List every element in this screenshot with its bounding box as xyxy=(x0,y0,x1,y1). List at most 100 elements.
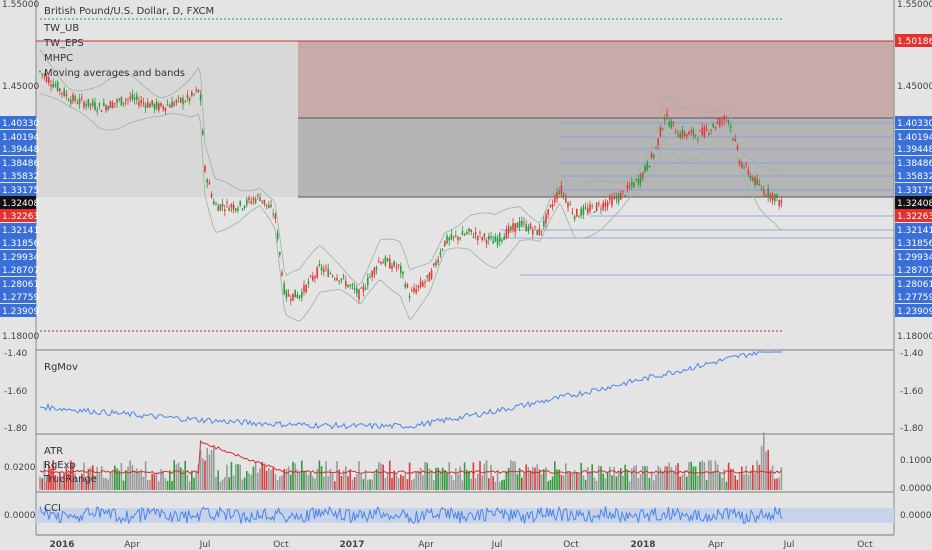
atr-bar xyxy=(747,474,750,490)
candle xyxy=(136,91,138,105)
atr-bar xyxy=(743,474,745,490)
atr-bar xyxy=(221,479,224,490)
candle xyxy=(239,200,241,208)
atr-bar xyxy=(283,468,285,490)
candle xyxy=(525,219,527,232)
candle xyxy=(686,133,688,140)
atr-bar xyxy=(237,464,239,490)
time-axis[interactable]: 2016 Apr Jul Oct 2017 Apr Jul Oct 2018 Apr Jul Oct xyxy=(49,540,873,550)
atr-bar xyxy=(417,470,420,490)
atr-bar xyxy=(81,473,83,490)
candle xyxy=(378,256,380,264)
atr-bar xyxy=(206,447,208,490)
candle xyxy=(307,278,310,289)
candle xyxy=(375,265,378,275)
price-tick-label: 1.35832 xyxy=(897,172,932,182)
candle xyxy=(54,81,57,88)
atr-bar xyxy=(466,469,468,490)
price-tick-label: 1.28061 xyxy=(2,280,39,290)
atr-bar xyxy=(323,476,325,490)
candle xyxy=(180,97,182,104)
price-tag: 1.33175 xyxy=(895,183,932,196)
candle xyxy=(598,200,600,208)
candle xyxy=(448,236,450,246)
price-tag: 1.32263 xyxy=(0,209,39,222)
atr-bar xyxy=(523,472,525,490)
atr-bar xyxy=(688,462,690,490)
left-price-axis[interactable]: 1.55000 1.45000 1.40330 1.40194 1.39448 1.384… xyxy=(0,0,39,342)
atr-bar xyxy=(105,477,107,490)
candle xyxy=(83,100,85,110)
price-tick-label: 1.31856 xyxy=(897,239,932,249)
candle xyxy=(261,200,263,205)
atr-bar xyxy=(642,465,644,490)
candle xyxy=(424,279,426,288)
time-tick-label: Jul xyxy=(783,540,795,550)
candle xyxy=(285,289,288,302)
candle xyxy=(446,233,448,245)
atr-bar xyxy=(503,479,505,490)
atr-bar xyxy=(235,464,237,490)
candle xyxy=(61,92,63,98)
candle xyxy=(72,92,74,104)
atr-bar xyxy=(485,460,488,490)
candle xyxy=(466,229,468,235)
candle xyxy=(756,173,758,186)
atr-bar xyxy=(292,461,294,490)
candle xyxy=(501,238,503,244)
candle xyxy=(316,265,318,280)
candle xyxy=(252,196,255,206)
candle xyxy=(705,123,708,132)
atr-bar xyxy=(615,476,618,490)
candle xyxy=(118,97,120,103)
atr-bar xyxy=(637,478,640,490)
atr-bar xyxy=(312,476,314,490)
candle xyxy=(692,127,695,140)
candle xyxy=(611,193,613,208)
price-tick-label: 1.40194 xyxy=(897,133,932,143)
atr-bar xyxy=(215,476,217,490)
time-tick-label: Jul xyxy=(491,540,503,550)
atr-bar xyxy=(631,468,633,490)
candle xyxy=(474,226,477,240)
candle xyxy=(199,90,202,106)
candle xyxy=(48,74,50,86)
candle xyxy=(257,193,259,200)
candle xyxy=(732,137,734,142)
candle xyxy=(701,122,703,137)
atr-tick-left: 0.0200 xyxy=(4,463,36,473)
price-tick-label: 1.28707 xyxy=(897,266,932,276)
atr-bar xyxy=(705,479,708,490)
atr-bar xyxy=(587,467,589,490)
atr-bar xyxy=(604,478,607,490)
candle xyxy=(142,97,145,107)
candle xyxy=(74,93,76,103)
rgmov-tick-left: -1.40 xyxy=(4,349,28,359)
candle xyxy=(389,254,391,269)
candle xyxy=(587,203,589,216)
candle xyxy=(268,201,270,209)
candle xyxy=(633,181,635,189)
atr-bar xyxy=(600,466,602,490)
atr-bar xyxy=(714,460,717,490)
atr-bar xyxy=(320,466,323,490)
candle xyxy=(298,294,301,301)
candle xyxy=(668,117,670,128)
price-tag: 1.32408 xyxy=(895,196,932,209)
atr-bar xyxy=(274,474,277,490)
atr-bar xyxy=(114,465,116,490)
candle xyxy=(488,232,490,245)
candle xyxy=(272,208,274,219)
atr-bar xyxy=(347,476,349,490)
candle xyxy=(215,201,217,206)
price-tag: 1.50186 xyxy=(895,34,932,47)
right-price-axis[interactable]: 1.55000 1.50186 1.45000 1.40330 1.40194 1.394… xyxy=(895,0,932,342)
atr-bar xyxy=(413,478,415,490)
atr-bar xyxy=(92,465,94,490)
atr-bar xyxy=(384,477,387,490)
candle xyxy=(776,193,778,202)
price-tick-label: 1.28061 xyxy=(897,280,932,290)
candle xyxy=(415,284,417,295)
atr-bar xyxy=(752,465,754,490)
